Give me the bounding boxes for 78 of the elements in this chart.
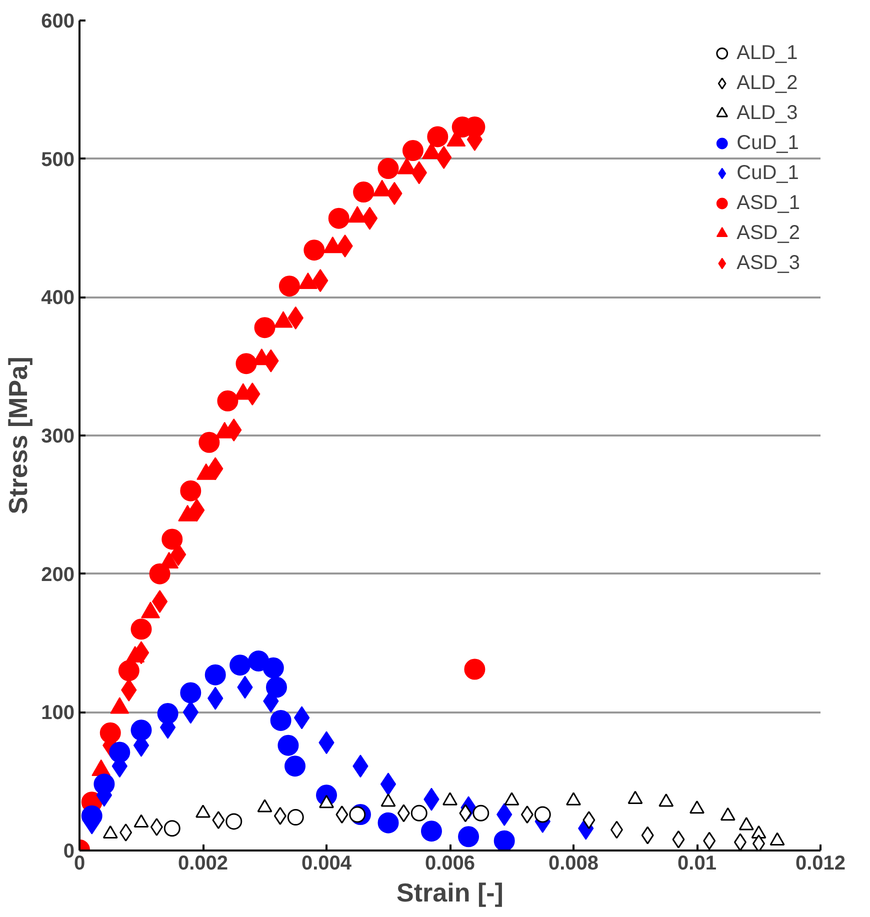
point — [284, 756, 306, 777]
point — [270, 710, 292, 731]
x-tick-label: 0.004 — [301, 852, 352, 874]
y-axis-title: Stress [MPa] — [3, 356, 34, 514]
point — [217, 390, 238, 412]
point — [130, 720, 152, 741]
point — [180, 682, 202, 704]
point — [362, 206, 378, 230]
y-tick-label: 600 — [41, 10, 75, 32]
point — [353, 182, 374, 203]
point — [230, 654, 251, 676]
point — [458, 826, 480, 848]
point — [336, 806, 348, 824]
point — [420, 820, 442, 842]
point — [312, 269, 328, 292]
point — [641, 826, 654, 844]
point — [188, 498, 205, 522]
legend-label: ALD_1 — [736, 42, 798, 64]
legend-label: ALD_2 — [736, 72, 798, 94]
point — [464, 658, 486, 680]
point — [254, 317, 276, 338]
point — [378, 158, 399, 179]
x-tick-label: 0.002 — [178, 852, 228, 874]
point — [294, 706, 310, 730]
point — [120, 824, 132, 842]
point — [380, 772, 396, 796]
point — [274, 806, 286, 825]
point — [204, 664, 226, 686]
point — [672, 830, 685, 848]
point — [100, 722, 121, 744]
point — [149, 563, 170, 584]
x-tick-label: 0.01 — [678, 852, 716, 874]
legend-label: ASD_3 — [736, 252, 800, 274]
point — [459, 804, 472, 822]
point — [157, 703, 178, 724]
point — [266, 676, 287, 698]
point — [236, 353, 257, 374]
point — [162, 528, 183, 550]
point — [278, 276, 300, 297]
point — [427, 126, 448, 148]
point — [278, 734, 299, 756]
point — [534, 806, 551, 823]
point — [610, 820, 623, 839]
point — [378, 812, 399, 834]
x-tick-label: 0.012 — [795, 852, 846, 874]
point — [304, 240, 325, 261]
point — [703, 832, 716, 850]
point — [180, 480, 202, 502]
point — [520, 806, 534, 824]
point — [402, 140, 424, 162]
x-tick-label: 0.006 — [424, 852, 476, 874]
point — [109, 742, 130, 763]
point — [436, 146, 452, 169]
point — [328, 208, 350, 229]
point — [152, 590, 168, 613]
point — [212, 811, 225, 830]
y-tick-label: 300 — [41, 426, 75, 448]
legend-label: ALD_3 — [736, 102, 798, 124]
legend-label: CuD_1 — [736, 162, 799, 184]
point — [262, 657, 284, 678]
y-tick-label: 400 — [41, 287, 75, 310]
legend-label: ASD_2 — [736, 222, 800, 244]
point — [734, 833, 746, 850]
point — [494, 830, 515, 850]
x-tick-label: 0.008 — [548, 852, 599, 874]
point — [130, 618, 152, 640]
y-tick-label: 200 — [41, 564, 75, 586]
legend-label: CuD_1 — [736, 132, 799, 154]
y-tick-label: 100 — [41, 702, 75, 724]
point — [397, 804, 410, 822]
y-tick-label: 500 — [41, 148, 75, 171]
point — [150, 818, 163, 836]
point — [752, 834, 765, 850]
point — [582, 811, 596, 830]
point — [198, 432, 220, 453]
legend-label: ASD_1 — [736, 192, 800, 214]
point — [118, 660, 140, 682]
x-axis-title: Strain [-] — [396, 878, 504, 908]
